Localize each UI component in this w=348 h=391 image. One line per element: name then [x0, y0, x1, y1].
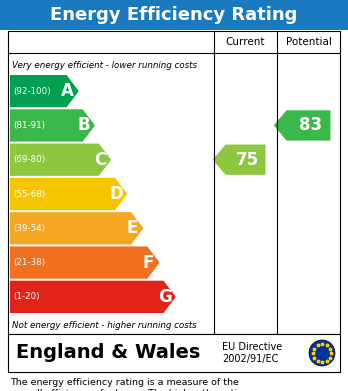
Text: Potential: Potential	[286, 37, 331, 47]
Bar	[0, 0, 348, 30]
Polygon shape	[10, 246, 160, 279]
Text: C: C	[94, 151, 106, 169]
Text: G: G	[158, 288, 172, 306]
Text: England & Wales: England & Wales	[16, 344, 200, 362]
Text: (1-20): (1-20)	[13, 292, 40, 301]
Text: Current: Current	[226, 37, 265, 47]
Text: The energy efficiency rating is a measure of the: The energy efficiency rating is a measur…	[10, 378, 239, 387]
Polygon shape	[10, 212, 143, 244]
Text: A: A	[61, 82, 74, 100]
Bar	[8, 334, 340, 372]
Text: 75: 75	[236, 151, 259, 169]
Polygon shape	[274, 110, 331, 141]
Text: (69-80): (69-80)	[13, 155, 45, 164]
Text: (39-54): (39-54)	[13, 224, 45, 233]
Text: (81-91): (81-91)	[13, 121, 45, 130]
Text: E: E	[127, 219, 138, 237]
Polygon shape	[213, 145, 266, 175]
Text: (92-100): (92-100)	[13, 87, 51, 96]
Text: 83: 83	[299, 117, 322, 135]
Polygon shape	[10, 178, 127, 210]
Circle shape	[309, 340, 335, 366]
Polygon shape	[10, 75, 79, 107]
Text: D: D	[109, 185, 123, 203]
Text: 2002/91/EC: 2002/91/EC	[222, 354, 278, 364]
Text: overall efficiency of a home. The higher the rating: overall efficiency of a home. The higher…	[10, 389, 249, 391]
Polygon shape	[10, 109, 95, 142]
Text: Very energy efficient - lower running costs: Very energy efficient - lower running co…	[12, 61, 197, 70]
Text: Not energy efficient - higher running costs: Not energy efficient - higher running co…	[12, 321, 197, 330]
Polygon shape	[10, 143, 111, 176]
Text: EU Directive: EU Directive	[222, 342, 282, 352]
Polygon shape	[10, 281, 176, 313]
Text: B: B	[77, 117, 90, 135]
Bar	[8, 31, 340, 334]
Text: (21-38): (21-38)	[13, 258, 45, 267]
Text: F: F	[143, 254, 154, 272]
Text: (55-68): (55-68)	[13, 190, 45, 199]
Text: Energy Efficiency Rating: Energy Efficiency Rating	[50, 6, 298, 24]
